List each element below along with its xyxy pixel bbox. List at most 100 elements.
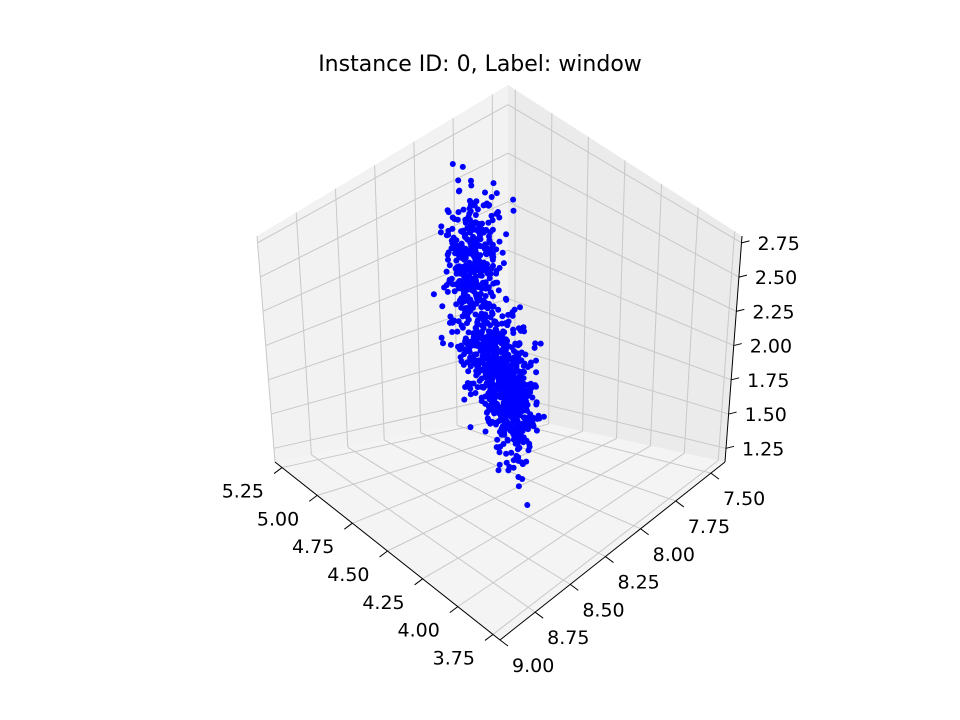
y-tick-label: 9.00 [512, 655, 554, 677]
data-point [438, 334, 445, 341]
data-point [471, 253, 477, 260]
data-point [472, 336, 479, 343]
data-point [453, 301, 460, 308]
data-point [515, 457, 522, 464]
x-grid-floor [457, 452, 685, 608]
data-point [465, 368, 472, 375]
data-point [489, 418, 495, 425]
data-point [503, 459, 510, 466]
x-tick-mark [484, 634, 494, 641]
data-point [510, 330, 517, 336]
x-grid-floor [317, 423, 549, 496]
data-point [473, 292, 479, 299]
right-pane [508, 85, 742, 462]
y-tick-mark [675, 500, 685, 508]
data-point [493, 190, 500, 197]
data-point [479, 347, 486, 354]
z-tick-mark [731, 377, 740, 381]
data-point [488, 339, 495, 346]
data-point [467, 363, 474, 370]
data-point [466, 276, 473, 283]
data-point [466, 210, 473, 217]
data-point [490, 180, 497, 187]
data-point [495, 467, 502, 474]
chart-title: Instance ID: 0, Label: window [318, 52, 642, 77]
data-point [488, 212, 495, 219]
data-point [466, 205, 473, 212]
z-grid-left [273, 395, 509, 449]
x-grid-wall [717, 231, 736, 461]
data-point [517, 382, 524, 389]
data-point [510, 414, 517, 420]
data-point [472, 219, 479, 226]
y-axis-line [499, 461, 726, 641]
data-point [474, 384, 481, 391]
data-point [472, 342, 479, 349]
data-point [498, 320, 505, 327]
data-point [466, 272, 473, 279]
data-point [473, 198, 480, 205]
data-point [530, 416, 537, 422]
y-grid-floor [420, 432, 641, 530]
data-point [460, 227, 467, 234]
z-tick-mark [741, 240, 750, 244]
data-point [524, 364, 531, 370]
data-point [482, 428, 489, 435]
y-grid-wall [334, 188, 349, 448]
x-grid-floor [281, 415, 515, 469]
data-point [470, 380, 477, 387]
data-point [503, 450, 510, 457]
data-point [533, 427, 540, 434]
data-point [444, 251, 451, 258]
data-point [455, 209, 462, 216]
data-point [500, 328, 507, 335]
x-grid-wall [683, 207, 699, 454]
data-point [533, 369, 540, 376]
data-point [493, 365, 500, 372]
y-tick-mark [534, 611, 544, 619]
data-point [499, 391, 505, 398]
data-point [498, 425, 505, 432]
data-point [489, 387, 495, 394]
data-point [494, 338, 501, 345]
z-grid-left [257, 104, 509, 244]
data-point [445, 256, 451, 263]
data-point [473, 351, 480, 358]
y-grid-floor [311, 454, 536, 613]
z-grid-right [507, 395, 727, 449]
z-grid-right [507, 104, 742, 244]
data-point [437, 229, 444, 236]
z-tick-mark [736, 308, 745, 312]
data-point [462, 245, 469, 252]
data-point [490, 254, 497, 260]
x-grid-floor [352, 430, 583, 524]
data-point [510, 207, 517, 214]
data-point [462, 219, 469, 226]
data-point [461, 305, 467, 312]
data-point [495, 306, 502, 313]
data-point [486, 372, 493, 379]
z-tick-label: 2.75 [757, 233, 799, 255]
data-point [507, 387, 514, 394]
data-point [467, 239, 474, 246]
x-tick-mark [414, 578, 423, 586]
data-point [459, 163, 466, 170]
z-tick-label: 2.50 [755, 267, 797, 289]
data-point [445, 227, 452, 234]
x-tick-label: 4.75 [292, 536, 334, 558]
x-tick-label: 3.75 [433, 647, 475, 669]
z-tick-label: 2.00 [750, 336, 792, 358]
data-point [503, 231, 510, 238]
data-point [455, 318, 462, 325]
data-point [494, 382, 501, 389]
data-point [517, 399, 523, 406]
data-point [438, 223, 445, 230]
data-point [472, 248, 479, 254]
x-tick-label: 4.25 [362, 592, 404, 614]
data-point [495, 331, 502, 338]
data-point [472, 212, 479, 218]
data-point [482, 189, 488, 196]
data-point [476, 297, 483, 304]
data-point [490, 349, 497, 356]
x-tick-label: 5.00 [257, 508, 299, 530]
